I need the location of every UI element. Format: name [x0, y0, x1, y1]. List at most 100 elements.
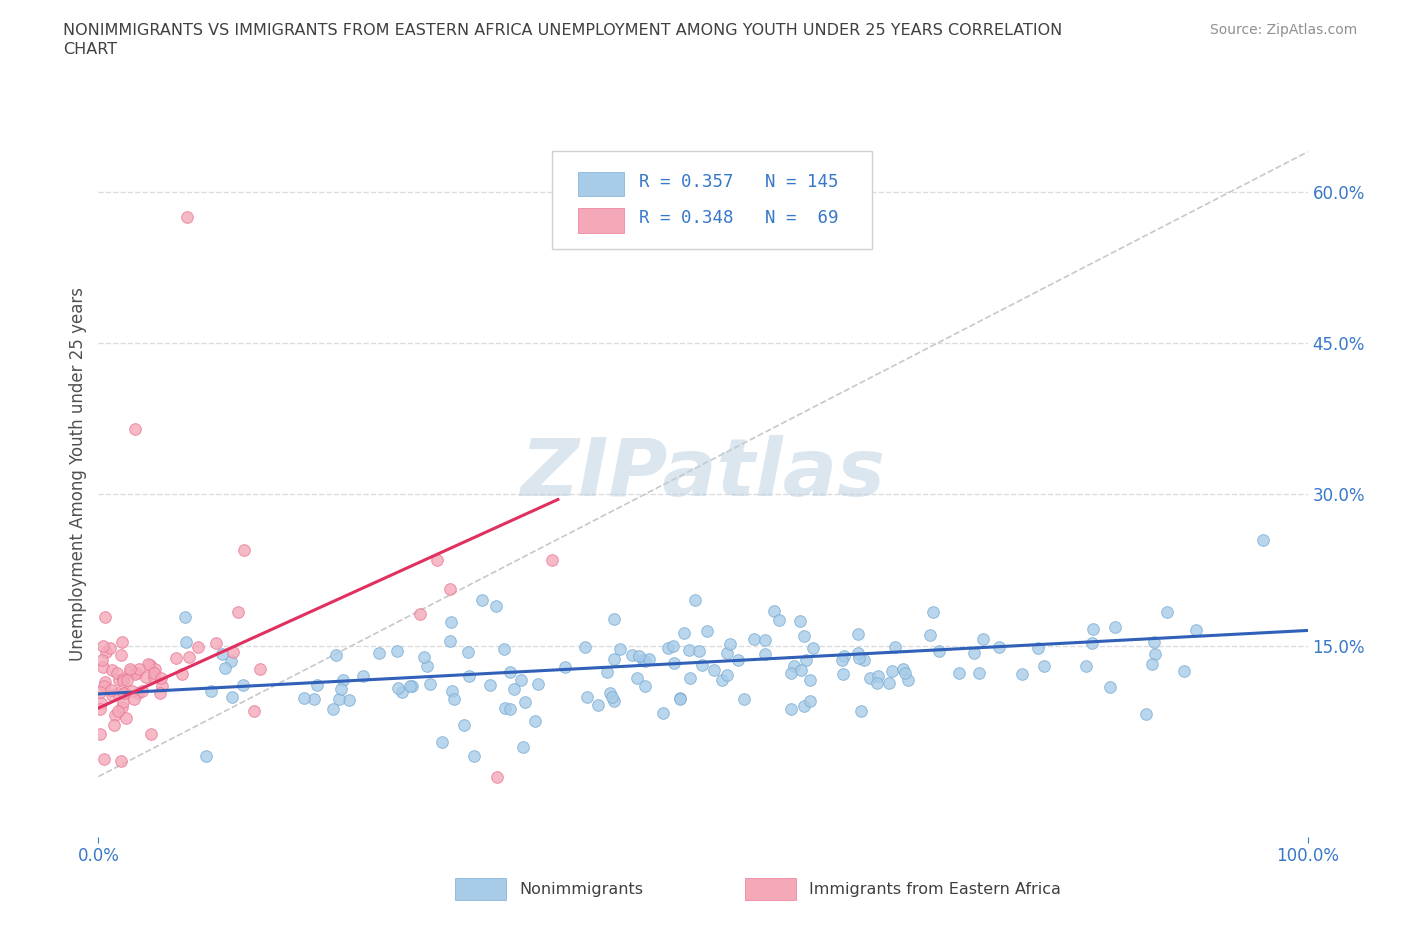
Point	[100, 683, 122, 698]
Point	[499, 701, 522, 716]
Point	[754, 632, 776, 647]
Point	[111, 699, 134, 714]
Point	[93, 609, 115, 624]
Point	[877, 676, 900, 691]
Text: Source: ZipAtlas.com: Source: ZipAtlas.com	[1209, 23, 1357, 37]
Point	[928, 644, 950, 658]
Point	[609, 642, 631, 657]
Point	[89, 701, 111, 716]
Point	[419, 677, 441, 692]
Point	[637, 652, 659, 667]
Point	[120, 663, 142, 678]
Point	[987, 639, 1010, 654]
Point	[948, 666, 970, 681]
Point	[794, 653, 817, 668]
Point	[523, 714, 546, 729]
Point	[93, 639, 115, 654]
Point	[399, 679, 422, 694]
Point	[221, 690, 243, 705]
Point	[1104, 619, 1126, 634]
Point	[101, 663, 124, 678]
Point	[922, 604, 945, 619]
Point	[494, 700, 516, 715]
Point	[98, 641, 121, 656]
Point	[243, 704, 266, 719]
Point	[112, 685, 135, 700]
Point	[115, 672, 138, 687]
Text: NONIMMIGRANTS VS IMMIGRANTS FROM EASTERN AFRICA UNEMPLOYMENT AMONG YOUTH UNDER 2: NONIMMIGRANTS VS IMMIGRANTS FROM EASTERN…	[63, 23, 1063, 38]
FancyBboxPatch shape	[745, 878, 796, 900]
Point	[574, 640, 596, 655]
Point	[330, 682, 353, 697]
Point	[110, 753, 132, 768]
Point	[165, 650, 187, 665]
Point	[118, 661, 141, 676]
Point	[325, 648, 347, 663]
FancyBboxPatch shape	[578, 208, 624, 232]
Point	[894, 666, 917, 681]
Point	[387, 644, 409, 658]
Point	[540, 552, 562, 567]
Point	[868, 669, 890, 684]
Point	[194, 749, 217, 764]
Point	[1011, 667, 1033, 682]
Point	[1076, 658, 1098, 673]
Point	[172, 666, 194, 681]
Point	[492, 642, 515, 657]
Point	[107, 673, 129, 688]
Point	[1135, 706, 1157, 721]
Point	[352, 669, 374, 684]
Point	[779, 666, 801, 681]
Point	[1033, 658, 1056, 673]
Point	[149, 686, 172, 701]
Point	[337, 693, 360, 708]
Point	[139, 658, 162, 672]
Point	[661, 639, 683, 654]
Point	[762, 604, 785, 618]
Point	[413, 649, 436, 664]
Point	[89, 726, 111, 741]
Point	[690, 658, 713, 672]
Point	[883, 640, 905, 655]
Point	[90, 696, 112, 711]
Point	[110, 647, 132, 662]
Point	[920, 627, 942, 642]
Point	[768, 613, 790, 628]
Point	[173, 610, 195, 625]
Point	[232, 677, 254, 692]
Point	[458, 669, 481, 684]
Point	[124, 666, 146, 681]
Point	[328, 691, 350, 706]
Text: R = 0.357   N = 145: R = 0.357 N = 145	[638, 173, 838, 191]
Point	[205, 636, 228, 651]
Point	[401, 678, 423, 693]
Point	[634, 679, 657, 694]
Point	[620, 647, 643, 662]
Text: CHART: CHART	[63, 42, 117, 57]
Point	[179, 649, 201, 664]
Point	[486, 769, 509, 784]
Text: Nonimmigrants: Nonimmigrants	[519, 882, 643, 897]
Point	[1081, 635, 1104, 650]
Point	[498, 665, 520, 680]
Point	[720, 636, 742, 651]
Point	[387, 681, 409, 696]
Point	[409, 606, 432, 621]
Point	[832, 667, 855, 682]
Point	[631, 653, 654, 668]
Point	[685, 592, 707, 607]
Point	[783, 659, 806, 674]
Point	[846, 627, 869, 642]
Point	[1173, 663, 1195, 678]
Point	[485, 599, 508, 614]
Point	[174, 634, 197, 649]
Point	[150, 679, 173, 694]
Point	[111, 634, 134, 649]
Point	[415, 658, 437, 673]
Point	[846, 645, 869, 660]
Point	[1156, 604, 1178, 619]
Point	[103, 717, 125, 732]
Point	[391, 684, 413, 699]
Point	[513, 694, 536, 709]
Text: R = 0.348   N =  69: R = 0.348 N = 69	[638, 209, 838, 227]
